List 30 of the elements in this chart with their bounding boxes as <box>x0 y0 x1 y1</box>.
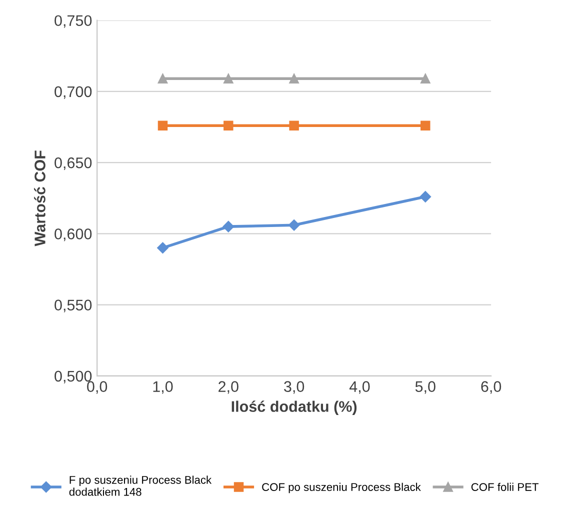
y-tick-label: 0,700 <box>54 86 92 99</box>
legend-label: F po suszeniu Process Black dodatkiem 148 <box>69 476 212 496</box>
y-tick-label: 0,650 <box>54 157 92 170</box>
point <box>420 74 430 84</box>
point <box>158 74 168 84</box>
y-tick-label: 0,750 <box>54 15 92 28</box>
x-tick-label: 1,0 <box>153 381 173 394</box>
point <box>288 220 300 231</box>
point <box>420 120 430 130</box>
y-tick-label: 0,600 <box>54 228 92 242</box>
y-tick-label: 0,500 <box>54 370 92 384</box>
point <box>224 74 234 84</box>
legend-label: COF folii PET <box>471 482 539 491</box>
point <box>420 191 431 202</box>
x-tick-label: 3,0 <box>284 381 304 394</box>
point <box>222 220 234 232</box>
point <box>157 242 168 254</box>
x-tick-label: 5,0 <box>415 381 436 394</box>
legend-label: COF po suszeniu Process Black <box>262 482 421 494</box>
x-tick-label: 6,0 <box>481 381 502 394</box>
point <box>289 120 299 130</box>
point <box>289 74 299 84</box>
x-axis-title: Ilość dodatku (%) <box>232 400 357 415</box>
x-tick-label: 0,0 <box>87 381 108 394</box>
point <box>224 120 234 130</box>
y-tick-label: 0,550 <box>54 300 92 312</box>
x-tick-label: 2,0 <box>218 381 238 394</box>
x-tick-label: 4,0 <box>349 381 370 394</box>
point <box>158 120 168 130</box>
y-axis-title: Wartość COF <box>34 150 46 246</box>
